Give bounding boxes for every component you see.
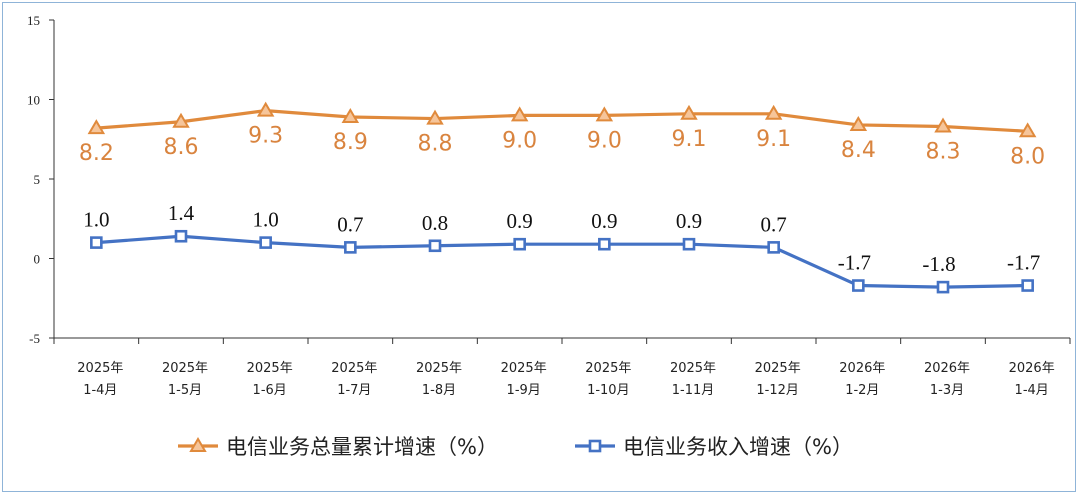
x-tick-label-period: 1-5月 [168, 383, 202, 398]
data-point [595, 106, 614, 122]
data-label: 9.0 [587, 128, 622, 153]
x-tick-label-period: 1-4月 [83, 383, 117, 398]
x-tick-label-year: 2025年 [501, 361, 547, 376]
x-tick-label-year: 2025年 [416, 361, 462, 376]
legend-marker [588, 439, 602, 453]
x-tick-label-year: 2026年 [839, 361, 885, 376]
data-label: 9.1 [756, 127, 791, 152]
x-tick-label-period: 1-9月 [507, 383, 541, 398]
data-point [936, 280, 950, 294]
legend-item-2: 电信业务收入增速（%） [575, 435, 853, 459]
data-point [767, 241, 780, 254]
y-tick-label: 15 [27, 13, 40, 28]
series-2: 1.0 1.4 1.0 0.7 0.8 0.9 0.9 0.9 0.7 -1.7 -1.8 -1.7 [83, 201, 1040, 294]
x-tick-label-year: 2026年 [1009, 361, 1055, 376]
x-tick-label-year: 2025年 [77, 361, 123, 376]
y-tick-label: 0 [34, 252, 41, 267]
data-label: 8.9 [333, 130, 368, 155]
data-label: 0.9 [507, 209, 533, 233]
x-tick-label-period: 1-6月 [253, 383, 287, 398]
x-tick-label-period: 1-8月 [422, 383, 456, 398]
data-point [513, 237, 526, 251]
data-label: 8.4 [841, 138, 876, 163]
x-tick-label-period: 1-4月 [1015, 383, 1049, 398]
series-1: 8.2 8.6 9.3 8.9 8.8 9.0 9.0 9.1 9.1 8.4 8.3 8.0 [79, 101, 1045, 169]
legend-item-1: 电信业务总量累计增速（%） [178, 435, 498, 459]
data-point [764, 104, 783, 120]
data-label: 9.3 [248, 124, 283, 149]
data-point [172, 112, 190, 128]
y-tick-label: 10 [27, 93, 40, 108]
data-point [87, 119, 106, 135]
data-label: 0.9 [676, 209, 702, 233]
data-point [934, 117, 952, 133]
y-tick-label: -5 [29, 331, 40, 346]
x-tick-label-period: 1-2月 [845, 383, 879, 398]
data-label: 0.7 [761, 212, 787, 236]
y-tick-label: 5 [34, 172, 41, 187]
x-tick-label-year: 2025年 [585, 361, 631, 376]
data-point [1021, 279, 1034, 292]
data-label: 8.0 [1010, 144, 1045, 169]
axes [53, 20, 1071, 344]
legend: 电信业务总量累计增速（%） 电信业务收入增速（%） [178, 435, 853, 459]
data-point [428, 239, 442, 253]
data-label: 0.9 [591, 209, 617, 233]
x-axis-categories: 2025年 1-4月 2025年 1-5月 2025年 1-6月 2025年 1-7月 2025… [77, 361, 1054, 398]
data-label: 0.8 [422, 211, 448, 235]
data-label: -1.7 [838, 251, 871, 275]
data-point [341, 108, 360, 123]
data-label: 0.7 [337, 212, 363, 236]
data-point [426, 109, 444, 125]
x-tick-label-year: 2025年 [331, 361, 377, 376]
x-tick-label-period: 1-10月 [587, 383, 630, 398]
data-point [259, 236, 272, 249]
data-point [849, 115, 868, 131]
data-label: -1.8 [922, 252, 955, 276]
data-label: 9.0 [502, 128, 537, 153]
x-tick-label-year: 2025年 [755, 361, 801, 376]
data-point [510, 106, 529, 122]
data-point [682, 237, 696, 251]
data-point [344, 241, 357, 254]
series-layer: 8.2 8.6 9.3 8.9 8.8 9.0 9.0 9.1 9.1 8.4 8.3 8.01.0 1… [79, 101, 1045, 294]
y-axis-ticks: 15 10 5 0 -5 [27, 13, 54, 346]
data-label: 8.2 [79, 141, 114, 166]
data-point [1018, 122, 1037, 138]
data-label: 8.3 [926, 140, 961, 165]
data-label: 1.4 [168, 201, 195, 225]
data-label: 8.8 [418, 132, 453, 157]
data-label: 1.0 [253, 208, 279, 232]
x-tick-label-period: 1-11月 [672, 383, 715, 398]
legend-label: 电信业务总量累计增速（%） [226, 435, 498, 459]
x-tick-label-year: 2025年 [247, 361, 293, 376]
data-label: 8.6 [164, 135, 199, 160]
data-point [680, 104, 698, 120]
data-label: 9.1 [672, 127, 707, 152]
x-tick-label-year: 2025年 [162, 361, 208, 376]
series-line [96, 234, 1028, 289]
series-line [96, 109, 1028, 133]
x-tick-label-year: 2026年 [924, 361, 970, 376]
data-point [174, 229, 188, 243]
data-point [90, 236, 103, 249]
data-point [598, 237, 611, 251]
legend-marker [189, 437, 207, 452]
x-tick-label-period: 1-7月 [337, 383, 371, 398]
data-point [852, 279, 865, 292]
legend-label: 电信业务收入增速（%） [623, 435, 853, 459]
data-point [256, 101, 275, 117]
data-label: 1.0 [83, 208, 109, 232]
x-tick-label-period: 1-12月 [756, 383, 799, 398]
x-tick-label-period: 1-3月 [930, 383, 964, 398]
data-label: -1.7 [1007, 251, 1040, 275]
x-tick-label-year: 2025年 [670, 361, 716, 376]
